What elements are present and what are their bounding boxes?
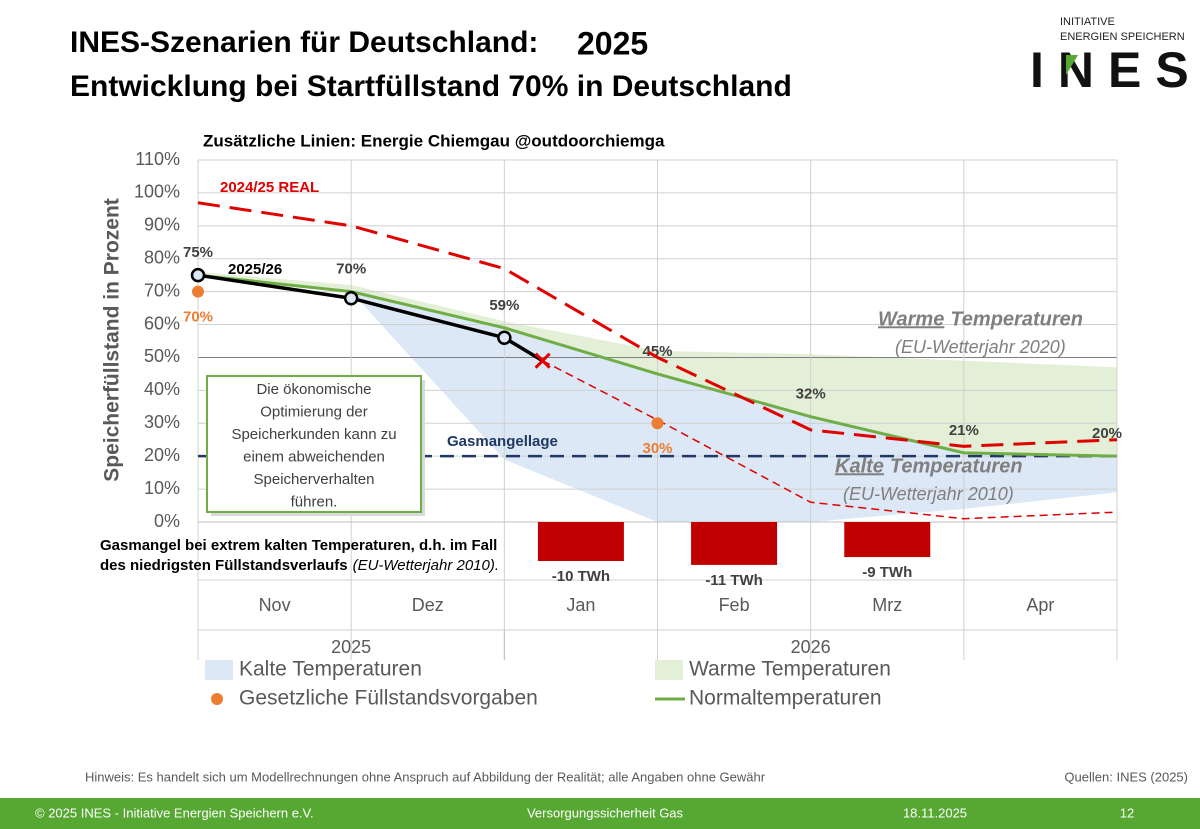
end-marker	[534, 352, 551, 369]
shortage-label: -9 TWh	[862, 564, 912, 581]
x-tick-label: Dez	[412, 595, 444, 615]
title-year: 2025	[577, 25, 648, 61]
x-tick-label: Mrz	[872, 595, 902, 615]
data-label: 70%	[336, 261, 366, 278]
line-marker	[190, 267, 206, 283]
target-point	[192, 285, 204, 298]
footer-text: Versorgungssicherheit Gas	[527, 805, 684, 820]
legend-label: Normaltemperaturen	[689, 687, 882, 710]
shortage-bar	[691, 522, 778, 565]
series-label: 2025/26	[228, 261, 282, 278]
threshold-label: Gasmangellage	[447, 433, 558, 450]
year-label: 2026	[791, 637, 831, 657]
note-text: einem abweichenden	[243, 448, 385, 465]
shortage-label: -10 TWh	[552, 568, 610, 585]
data-label: 32%	[796, 386, 826, 403]
target-point	[651, 417, 664, 430]
logo-text: INITIATIVE	[1060, 16, 1115, 28]
shortage-note: Gasmangel bei extrem kalten Temperaturen…	[100, 537, 497, 554]
data-label: 59%	[489, 297, 519, 314]
data-label: 45%	[642, 343, 672, 360]
footer-bar	[0, 798, 1200, 829]
y-tick-label: 90%	[144, 215, 180, 235]
series-line	[197, 273, 544, 363]
hint: Hinweis: Es handelt sich um Modellrechnu…	[85, 769, 766, 784]
shortage-bar	[537, 522, 624, 561]
data-label: 70%	[183, 309, 213, 326]
title-line: INES-Szenarien für Deutschland:	[70, 26, 538, 59]
year-label: 2025	[331, 637, 371, 657]
legend-label: Kalte Temperaturen	[239, 658, 422, 681]
line-marker	[497, 330, 512, 345]
data-label: 20%	[1092, 425, 1122, 442]
scenario-note: Kalte	[835, 455, 884, 477]
data-label: 75%	[183, 244, 213, 261]
note-text: Speicherverhalten	[254, 471, 375, 488]
shortage-bar	[844, 522, 931, 558]
footer-date: 18.11.2025	[903, 805, 967, 820]
y-tick-label: 80%	[144, 247, 180, 267]
data-label: 21%	[949, 422, 979, 439]
logo-mark: INES	[1030, 42, 1200, 98]
y-tick-label: 30%	[144, 412, 180, 432]
y-tick-label: 100%	[134, 182, 180, 202]
note-box	[206, 375, 422, 513]
legend-label: Gesetzliche Füllstandsvorgaben	[239, 687, 538, 710]
legend-swatch	[205, 660, 233, 680]
y-axis-label: Speicherfüllstand in Prozent	[101, 198, 124, 482]
scenario-note: (EU-Wetterjahr 2010)	[843, 484, 1014, 504]
shortage-note: (EU-Wetterjahr 2010).	[353, 557, 499, 574]
shortage-note: des niedrigsten Füllstandsverlaufs	[100, 557, 348, 574]
footer-text: © 2025 INES - Initiative Energien Speich…	[35, 805, 314, 820]
source: Quellen: INES (2025)	[1064, 769, 1188, 784]
y-tick-label: 70%	[144, 280, 180, 300]
page-number: 12	[1120, 805, 1134, 820]
scenario-note: (EU-Wetterjahr 2020)	[895, 337, 1066, 357]
x-tick-label: Nov	[259, 595, 291, 615]
y-tick-label: 40%	[144, 379, 180, 399]
title-line: Entwicklung bei Startfüllstand 70% in De…	[70, 70, 792, 103]
chart-subtitle: Zusätzliche Linien: Energie Chiemgau @ou…	[203, 131, 665, 150]
line-marker	[343, 290, 359, 306]
y-tick-label: 50%	[144, 346, 180, 366]
x-tick-label: Jan	[566, 595, 595, 615]
x-tick-label: Feb	[719, 595, 750, 615]
y-tick-label: 0%	[154, 511, 180, 531]
y-tick-label: 60%	[144, 313, 180, 333]
series-line	[542, 360, 1118, 520]
note-text: Die ökonomische	[256, 381, 371, 398]
x-tick-label: Apr	[1026, 595, 1054, 615]
series-line	[197, 201, 1118, 448]
legend-swatch	[211, 693, 223, 705]
note-text: Optimierung der	[260, 403, 368, 420]
logo-text: ENERGIEN SPEICHERN	[1060, 31, 1185, 43]
note-text: Speicherkunden kann zu	[231, 426, 396, 443]
scenario-note: Temperaturen	[950, 308, 1083, 330]
plot: 0%10%20%30%40%50%60%70%80%90%100%110%Nov…	[100, 149, 1122, 710]
y-tick-label: 10%	[144, 478, 180, 498]
scenario-note: Warme	[878, 308, 944, 330]
note-text: führen.	[291, 493, 338, 510]
legend-swatch	[655, 660, 683, 680]
shortage-label: -11 TWh	[705, 572, 763, 589]
series-label: 2024/25 REAL	[220, 179, 319, 196]
scenario-note: Temperaturen	[890, 455, 1023, 477]
data-label: 30%	[642, 440, 672, 457]
y-tick-label: 20%	[144, 445, 180, 465]
legend-label: Warme Temperaturen	[689, 658, 891, 681]
logo-accent	[1066, 55, 1078, 75]
y-tick-label: 110%	[135, 149, 180, 169]
